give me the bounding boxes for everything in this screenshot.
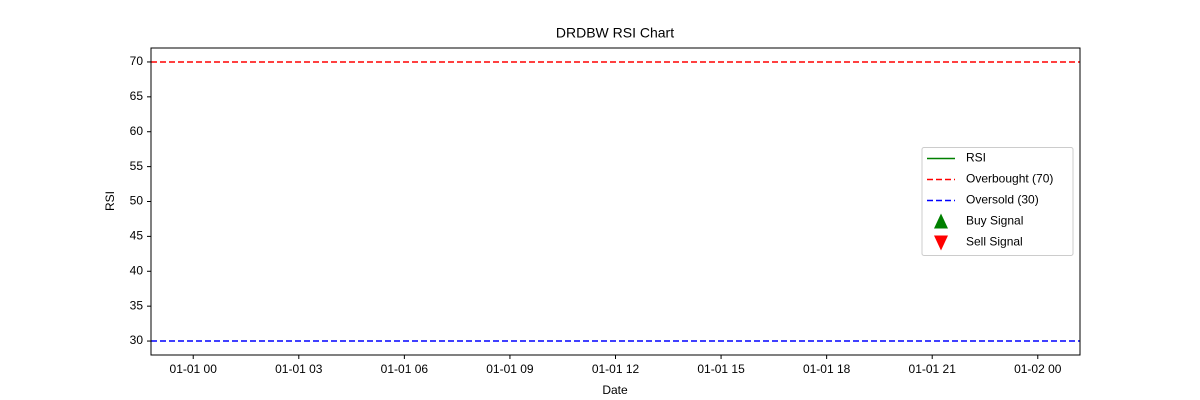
plot-frame: [150, 47, 1081, 356]
legend-label: Overbought (70): [966, 172, 1053, 186]
legend-label: Buy Signal: [966, 214, 1023, 228]
y-tick-label: 40: [130, 263, 144, 277]
x-tick-label: 01-01 06: [381, 362, 429, 376]
x-tick-label: 01-01 18: [803, 362, 851, 376]
x-tick-label: 01-01 03: [275, 362, 323, 376]
y-axis-label: RSI: [103, 191, 117, 211]
x-tick-label: 01-01 12: [592, 362, 640, 376]
y-tick-label: 35: [130, 298, 144, 312]
x-tick-label: 01-01 21: [909, 362, 957, 376]
y-tick-label: 30: [130, 333, 144, 347]
y-tick-label: 45: [130, 229, 144, 243]
y-tick-label: 65: [130, 89, 144, 103]
x-tick-label: 01-01 09: [486, 362, 534, 376]
chart-title: DRDBW RSI Chart: [556, 25, 674, 41]
y-tick-label: 70: [130, 54, 144, 68]
legend-marker: [934, 235, 948, 251]
legend-label: Sell Signal: [966, 235, 1023, 249]
legend-label: Oversold (30): [966, 193, 1039, 207]
y-tick-label: 50: [130, 194, 144, 208]
x-axis-label: Date: [602, 383, 628, 397]
y-tick-label: 55: [130, 159, 144, 173]
y-tick-label: 60: [130, 124, 144, 138]
x-tick-label: 01-02 00: [1014, 362, 1062, 376]
x-tick-label: 01-01 15: [697, 362, 745, 376]
legend-box: [921, 147, 1074, 256]
x-tick-label: 01-01 00: [170, 362, 218, 376]
legend-label: RSI: [966, 151, 986, 165]
legend-marker: [934, 213, 948, 229]
legend: RSI Overbought (70) Oversold (30) Buy Signa…: [921, 147, 1074, 256]
